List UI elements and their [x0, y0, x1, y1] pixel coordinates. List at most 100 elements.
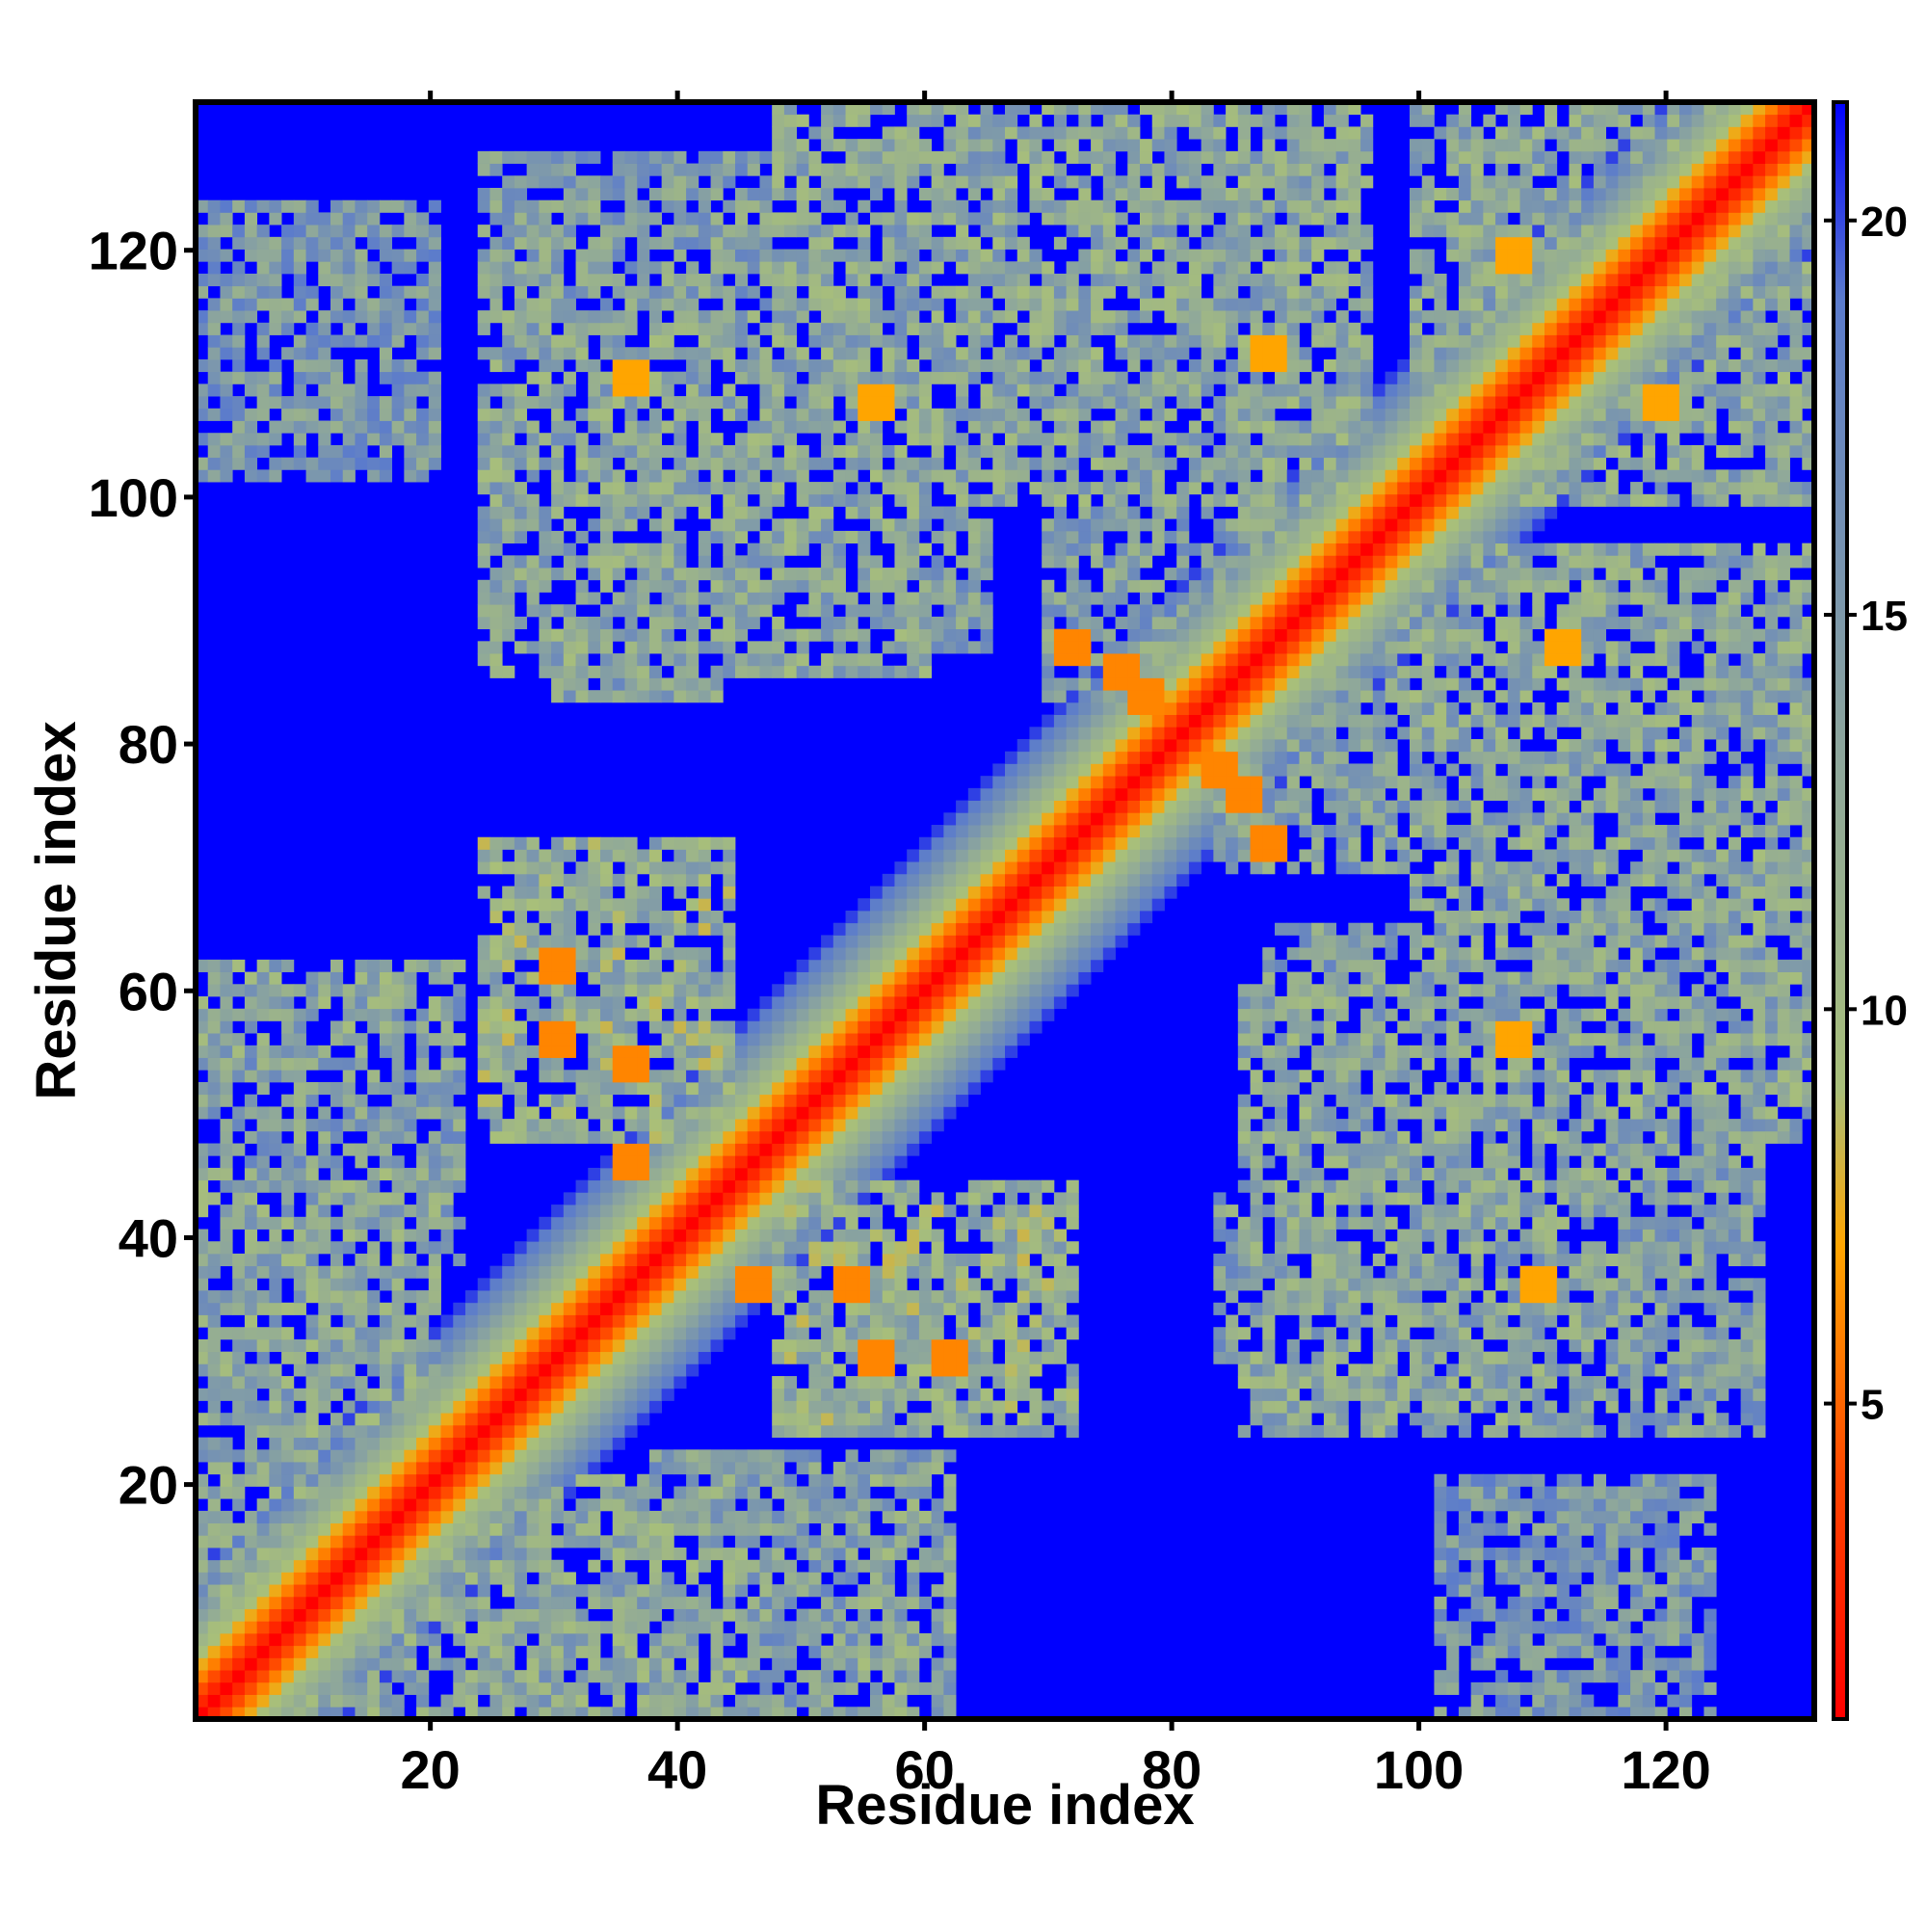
heatmap-cell	[551, 1351, 565, 1364]
heatmap-cell	[858, 1510, 871, 1523]
heatmap-cell	[783, 1657, 798, 1671]
heatmap-cell	[305, 1633, 319, 1647]
heatmap-cell	[698, 163, 711, 176]
heatmap-cell	[196, 1314, 209, 1328]
heatmap-cell	[232, 1302, 246, 1315]
heatmap-cell	[575, 1192, 589, 1205]
heatmap-cell	[575, 322, 589, 335]
heatmap-cell	[428, 444, 441, 459]
heatmap-cell	[477, 285, 490, 299]
heatmap-cell	[907, 935, 920, 948]
heatmap-cell	[686, 347, 700, 360]
heatmap-cell	[539, 358, 552, 373]
heatmap-cell	[588, 555, 601, 569]
heatmap-cell	[772, 334, 785, 348]
heatmap-cell	[293, 1143, 306, 1156]
heatmap-cell	[735, 408, 749, 421]
heatmap-cell	[759, 1057, 773, 1071]
heatmap-cell	[686, 1167, 700, 1181]
heatmap-cell	[870, 1424, 884, 1439]
heatmap-cell	[783, 187, 798, 201]
heatmap-cell	[673, 1462, 687, 1475]
heatmap-cell	[661, 236, 674, 250]
heatmap-cell	[772, 1119, 785, 1132]
heatmap-cell	[232, 1290, 246, 1304]
heatmap-cell	[416, 1400, 430, 1414]
heatmap-cell	[539, 1413, 552, 1426]
heatmap-cell	[196, 310, 209, 324]
heatmap-cell	[870, 212, 884, 225]
heatmap-cell	[404, 444, 417, 459]
heatmap-cell	[661, 1327, 674, 1340]
heatmap-cell	[894, 861, 908, 875]
heatmap-cell	[698, 1548, 711, 1561]
heatmap-cell	[894, 493, 908, 507]
heatmap-cell	[232, 334, 246, 348]
heatmap-cell	[220, 1462, 233, 1475]
heatmap-cell	[551, 898, 565, 912]
heatmap-cell	[281, 1045, 295, 1058]
heatmap-cell	[404, 1633, 417, 1647]
heatmap-cell	[305, 1327, 319, 1340]
heatmap-cell	[710, 1265, 724, 1279]
heatmap-cell	[551, 1130, 565, 1144]
heatmap-cell	[870, 163, 884, 176]
heatmap-cell	[404, 1535, 417, 1548]
heatmap-cell	[514, 1033, 528, 1046]
heatmap-cell	[391, 298, 405, 311]
heatmap-cell	[673, 1216, 687, 1230]
heatmap-cell	[783, 1216, 798, 1230]
heatmap-cell	[293, 273, 306, 287]
heatmap-cell	[661, 482, 674, 495]
heatmap-cell	[526, 922, 540, 936]
heatmap-cell	[661, 1351, 674, 1364]
heatmap-cell	[710, 236, 724, 250]
heatmap-cell	[673, 995, 687, 1010]
heatmap-cell	[637, 1473, 650, 1487]
heatmap-cell	[588, 1204, 601, 1218]
heatmap-cell	[232, 420, 246, 434]
heatmap-cell	[305, 298, 319, 311]
heatmap-cell	[612, 358, 625, 373]
heatmap-cell	[416, 959, 430, 972]
heatmap-cell	[428, 1437, 441, 1450]
heatmap-cell	[367, 1327, 381, 1340]
heatmap-cell	[575, 1351, 589, 1364]
heatmap-cell	[269, 1119, 282, 1132]
heatmap-cell	[858, 285, 871, 299]
heatmap-cell	[477, 444, 490, 459]
heatmap-cell	[293, 1449, 306, 1463]
heatmap-cell	[870, 653, 884, 667]
heatmap-cell	[637, 971, 650, 985]
heatmap-cell	[600, 555, 614, 569]
heatmap-cell	[723, 579, 736, 593]
heatmap-cell	[391, 322, 405, 335]
heatmap-cell	[845, 396, 858, 410]
heatmap-cell	[477, 1057, 490, 1071]
heatmap-cell	[440, 1486, 454, 1499]
heatmap-cell	[244, 1584, 258, 1598]
heatmap-cell	[808, 225, 822, 238]
heatmap-cell	[489, 1473, 503, 1487]
heatmap-cell	[355, 225, 368, 238]
heatmap-cell	[832, 1572, 846, 1585]
heatmap-cell	[526, 334, 540, 348]
heatmap-cell	[514, 1548, 528, 1561]
heatmap-cell	[281, 1155, 295, 1169]
heatmap-cell	[514, 1351, 528, 1364]
heatmap-cell	[342, 1498, 356, 1512]
heatmap-cell	[526, 1548, 540, 1561]
heatmap-cell	[845, 371, 858, 384]
heatmap-cell	[821, 653, 834, 667]
heatmap-cell	[232, 1498, 246, 1512]
heatmap-cell	[907, 1057, 920, 1071]
heatmap-cell	[539, 1327, 552, 1340]
heatmap-cell	[931, 1559, 944, 1573]
heatmap-cell	[698, 616, 711, 630]
heatmap-cell	[832, 1363, 846, 1377]
heatmap-cell	[342, 1486, 356, 1499]
heatmap-cell	[772, 1424, 785, 1439]
heatmap-cell	[330, 358, 344, 373]
heatmap-cell	[526, 1130, 540, 1144]
heatmap-cell	[907, 922, 920, 936]
